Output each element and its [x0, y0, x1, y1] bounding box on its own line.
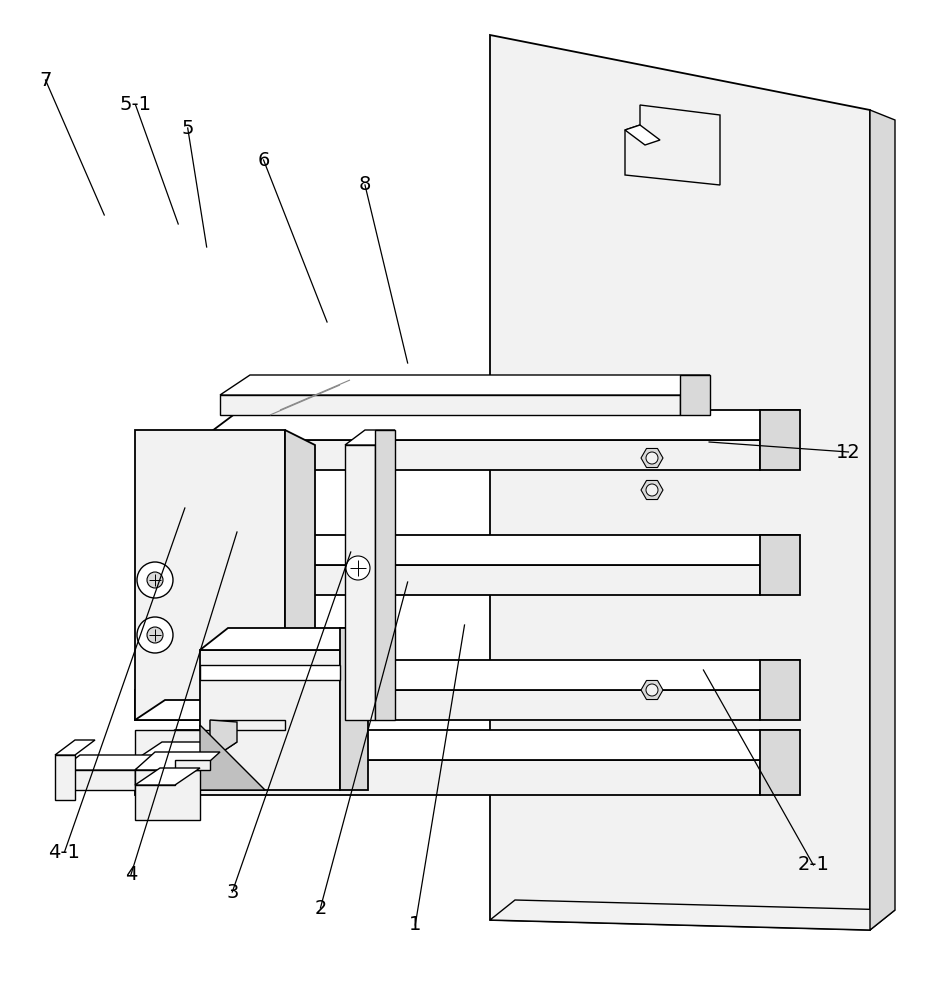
- Circle shape: [346, 556, 370, 580]
- Polygon shape: [220, 375, 710, 395]
- Polygon shape: [135, 742, 237, 760]
- Polygon shape: [490, 900, 895, 930]
- Text: 2-1: 2-1: [797, 856, 830, 874]
- Polygon shape: [60, 755, 155, 770]
- Text: 4: 4: [124, 865, 137, 884]
- Polygon shape: [760, 660, 800, 720]
- Polygon shape: [135, 752, 220, 770]
- Polygon shape: [135, 770, 200, 820]
- Polygon shape: [625, 125, 660, 145]
- Polygon shape: [760, 730, 800, 795]
- Polygon shape: [200, 665, 340, 680]
- Polygon shape: [135, 768, 200, 785]
- Polygon shape: [135, 720, 285, 760]
- Circle shape: [646, 484, 658, 496]
- Polygon shape: [135, 760, 210, 785]
- Polygon shape: [135, 690, 760, 720]
- Polygon shape: [200, 440, 760, 470]
- Polygon shape: [345, 430, 395, 445]
- Polygon shape: [55, 755, 75, 800]
- Polygon shape: [641, 680, 663, 700]
- Text: 1: 1: [409, 916, 422, 934]
- Polygon shape: [200, 565, 760, 595]
- Polygon shape: [135, 430, 285, 720]
- Polygon shape: [641, 448, 663, 468]
- Polygon shape: [375, 430, 395, 720]
- Polygon shape: [200, 410, 800, 440]
- Polygon shape: [135, 730, 800, 760]
- Text: 5: 5: [181, 118, 194, 137]
- Polygon shape: [135, 760, 760, 795]
- Circle shape: [646, 452, 658, 464]
- Circle shape: [137, 617, 173, 653]
- Polygon shape: [210, 720, 237, 760]
- Polygon shape: [870, 110, 895, 930]
- Text: 6: 6: [257, 150, 270, 169]
- Polygon shape: [200, 535, 800, 565]
- Polygon shape: [490, 35, 870, 930]
- Circle shape: [147, 627, 163, 643]
- Polygon shape: [200, 725, 265, 790]
- Polygon shape: [55, 740, 95, 755]
- Circle shape: [147, 572, 163, 588]
- Circle shape: [137, 562, 173, 598]
- Circle shape: [646, 684, 658, 696]
- Text: 3: 3: [226, 882, 239, 902]
- Polygon shape: [340, 628, 368, 790]
- Text: 4-1: 4-1: [48, 842, 81, 861]
- Polygon shape: [200, 650, 340, 790]
- Polygon shape: [625, 105, 720, 185]
- Polygon shape: [641, 480, 663, 500]
- Text: 5-1: 5-1: [119, 96, 152, 114]
- Polygon shape: [760, 535, 800, 595]
- Polygon shape: [135, 700, 315, 720]
- Polygon shape: [220, 395, 680, 415]
- Polygon shape: [680, 375, 710, 415]
- Polygon shape: [760, 410, 800, 470]
- Polygon shape: [345, 445, 375, 720]
- Text: 7: 7: [39, 70, 52, 90]
- Text: 8: 8: [358, 176, 372, 194]
- Polygon shape: [60, 770, 135, 790]
- Polygon shape: [200, 628, 368, 650]
- Text: 2: 2: [314, 898, 327, 918]
- Polygon shape: [135, 660, 800, 690]
- Polygon shape: [285, 430, 315, 720]
- Text: 12: 12: [836, 442, 861, 462]
